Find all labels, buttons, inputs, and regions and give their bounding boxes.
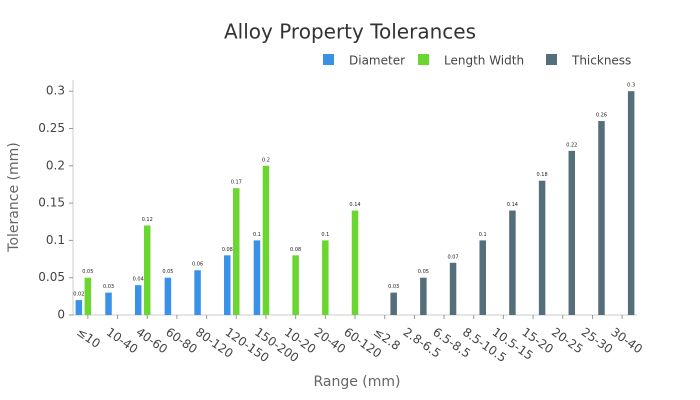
bar: [262, 165, 270, 315]
bar: [390, 292, 397, 315]
bar: [568, 150, 576, 315]
x-tick-label: 40-60: [133, 325, 170, 356]
bar: [233, 188, 240, 315]
value-label: 0.2: [262, 157, 270, 163]
bar: [143, 225, 151, 315]
bar: [351, 210, 359, 315]
value-label: 0.07: [447, 254, 458, 260]
value-label: 0.17: [231, 180, 242, 186]
bar: [420, 277, 427, 315]
value-label: 0.14: [349, 202, 360, 208]
bar: [627, 91, 635, 315]
y-tick-label: 0.15: [38, 196, 65, 210]
bar: [164, 277, 172, 315]
value-label: 0.05: [82, 269, 93, 275]
bar: [322, 240, 329, 315]
x-tick-label: 10-40: [104, 325, 141, 356]
legend-label: Thickness: [571, 54, 631, 68]
bar: [538, 180, 546, 315]
bar: [479, 240, 486, 315]
bar: [105, 292, 112, 315]
bar: [509, 210, 516, 315]
bar: [253, 240, 261, 315]
chart-title: Alloy Property Tolerances: [224, 20, 476, 44]
bar: [598, 121, 605, 316]
value-label: 0.05: [162, 269, 173, 275]
value-label: 0.04: [133, 277, 144, 283]
legend-swatch: [546, 54, 557, 65]
legend-swatch: [323, 54, 334, 65]
value-label: 0.03: [103, 284, 114, 290]
value-label: 0.1: [479, 232, 487, 238]
legend-label: Length Width: [444, 54, 524, 68]
bar: [194, 270, 201, 315]
bar: [224, 255, 231, 315]
value-label: 0.02: [73, 292, 84, 298]
value-label: 0.06: [192, 262, 203, 268]
y-tick-label: 0.25: [38, 121, 65, 135]
legend-label: Diameter: [349, 54, 405, 68]
y-tick-label: 0.05: [38, 270, 65, 284]
bar: [84, 277, 92, 315]
y-tick-label: 0.3: [46, 84, 65, 98]
y-tick-label: 0.2: [46, 158, 65, 172]
x-tick-label: 20-40: [312, 325, 349, 356]
value-label: 0.3: [627, 83, 635, 89]
y-tick-label: 0: [57, 308, 65, 322]
value-label: 0.1: [253, 232, 261, 238]
x-axis-title: Range (mm): [313, 374, 400, 390]
value-label: 0.12: [142, 217, 153, 223]
x-tick-label: ≤10: [74, 325, 103, 351]
x-tick-label: 30-40: [608, 325, 645, 356]
bar: [134, 285, 142, 315]
y-axis-title: Tolerance (mm): [6, 142, 22, 252]
y-tick-label: 0.1: [46, 233, 65, 247]
legend-swatch: [418, 54, 429, 65]
value-label: 0.26: [596, 113, 607, 119]
bar: [75, 300, 83, 315]
value-label: 0.22: [566, 142, 577, 148]
bar: [449, 262, 457, 315]
value-label: 0.14: [507, 202, 518, 208]
value-label: 0.1: [321, 232, 329, 238]
value-label: 0.08: [222, 247, 233, 253]
value-label: 0.08: [290, 247, 301, 253]
x-tick-label: 20-25: [549, 325, 586, 356]
value-label: 0.18: [537, 172, 548, 178]
x-tick-label: 60-80: [163, 325, 200, 356]
value-label: 0.05: [418, 269, 429, 275]
x-tick-label: 25-30: [579, 325, 616, 356]
bar: [292, 255, 299, 315]
value-label: 0.03: [388, 284, 399, 290]
